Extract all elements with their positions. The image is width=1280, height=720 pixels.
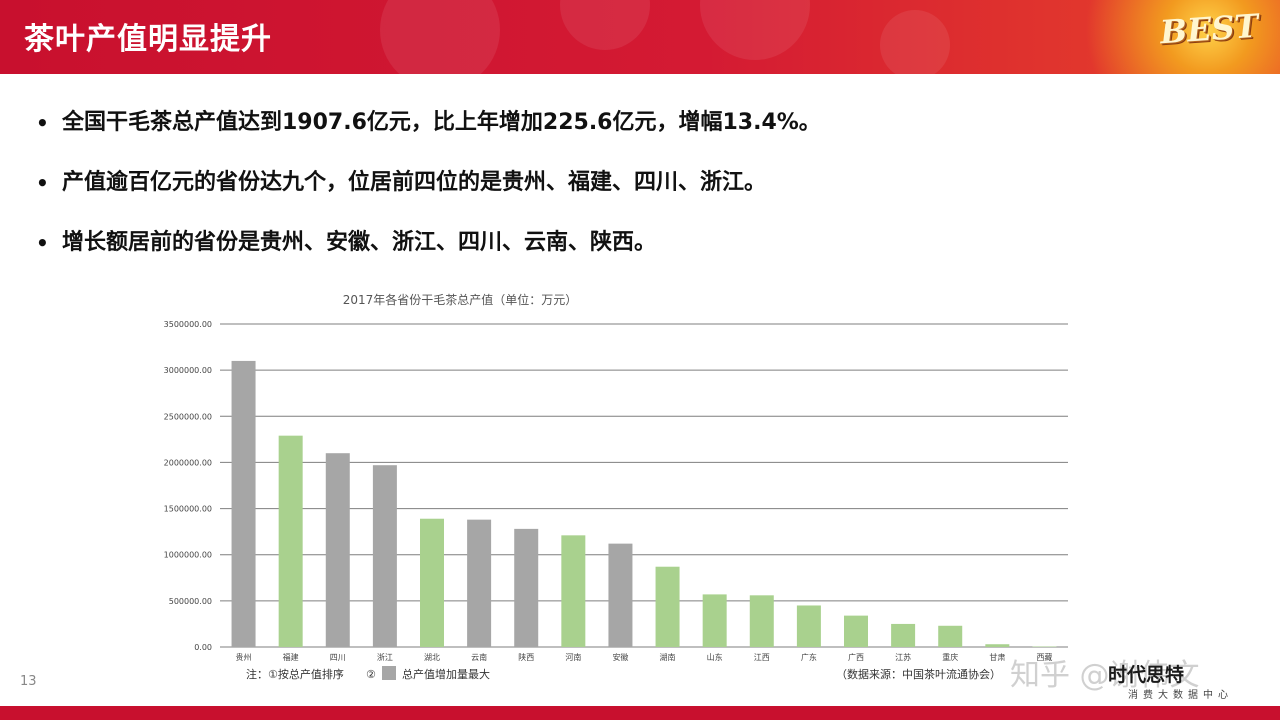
page-title: 茶叶产值明显提升 bbox=[24, 22, 272, 57]
x-tick-label: 广东 bbox=[801, 652, 817, 662]
x-tick-label: 安徽 bbox=[612, 652, 628, 662]
chart-note-number: ② bbox=[366, 668, 376, 681]
brand-subtitle: 消费大数据中心 bbox=[1128, 690, 1233, 701]
bullet-list: • 全国干毛茶总产值达到1907.6亿元，比上年增加225.6亿元，增幅13.4… bbox=[36, 108, 821, 288]
page-number: 13 bbox=[20, 674, 37, 689]
y-tick-label: 1500000.00 bbox=[164, 505, 212, 514]
y-tick-label: 500000.00 bbox=[169, 597, 212, 606]
bar bbox=[608, 543, 633, 647]
x-tick-label: 湖北 bbox=[424, 653, 440, 662]
x-tick-label: 湖南 bbox=[660, 652, 676, 662]
x-tick-label: 重庆 bbox=[942, 652, 958, 662]
chart-source: （数据来源：中国茶叶流通协会） bbox=[836, 667, 1001, 681]
x-tick-label: 广西 bbox=[848, 652, 864, 662]
bar bbox=[561, 535, 586, 647]
bar bbox=[702, 594, 727, 647]
x-tick-label: 四川 bbox=[330, 653, 346, 662]
bullet-text: 全国干毛茶总产值达到1907.6亿元，比上年增加225.6亿元，增幅13.4%。 bbox=[62, 110, 821, 135]
y-tick-label: 2500000.00 bbox=[164, 412, 212, 421]
chart-note: 注：①按总产值排序 bbox=[246, 667, 344, 681]
chart-title: 2017年各省份干毛茶总产值（单位：万元） bbox=[343, 292, 578, 307]
y-tick-label: 2000000.00 bbox=[164, 458, 212, 467]
x-tick-label: 江西 bbox=[754, 653, 770, 662]
x-tick-label: 贵州 bbox=[236, 652, 252, 662]
bar bbox=[655, 566, 680, 647]
x-tick-label: 河南 bbox=[565, 652, 581, 662]
x-tick-label: 江苏 bbox=[895, 652, 911, 662]
bar bbox=[1032, 646, 1057, 648]
best-logo: BEST bbox=[1158, 6, 1260, 52]
watermark: 知乎 @谢伟文 bbox=[1010, 658, 1200, 693]
bar bbox=[325, 453, 350, 647]
bar bbox=[985, 644, 1010, 647]
bar bbox=[844, 615, 868, 647]
bar-chart: 2017年各省份干毛茶总产值（单位：万元） 0.00 500000.00 100000… bbox=[150, 280, 1070, 690]
bar bbox=[891, 623, 916, 647]
bar bbox=[514, 528, 539, 647]
bar bbox=[938, 625, 963, 647]
header-bar: 茶叶产值明显提升 BEST bbox=[0, 0, 1280, 74]
brand-name: 时代思特 bbox=[1108, 664, 1185, 686]
footer-bar bbox=[0, 706, 1280, 720]
bar-chart-svg: 2017年各省份干毛茶总产值（单位：万元） 0.00 500000.00 100000… bbox=[164, 292, 1068, 681]
bar bbox=[420, 518, 444, 647]
bullet-item: • 全国干毛茶总产值达到1907.6亿元，比上年增加225.6亿元，增幅13.4… bbox=[36, 108, 821, 168]
bar bbox=[749, 595, 774, 647]
y-tick-label: 3500000.00 bbox=[164, 320, 212, 329]
y-tick-label: 0.00 bbox=[194, 643, 212, 652]
bullet-text: 产值逾百亿元的省份达九个，位居前四位的是贵州、福建、四川、浙江。 bbox=[62, 170, 767, 195]
bullet-text: 增长额居前的省份是贵州、安徽、浙江、四川、云南、陕西。 bbox=[62, 230, 657, 255]
x-tick-label: 浙江 bbox=[377, 652, 393, 662]
bullet-dot-icon: • bbox=[36, 231, 49, 255]
legend-swatch bbox=[382, 666, 396, 680]
bullet-item: • 产值逾百亿元的省份达九个，位居前四位的是贵州、福建、四川、浙江。 bbox=[36, 168, 821, 228]
x-tick-label: 云南 bbox=[471, 652, 487, 662]
x-tick-label: 山东 bbox=[707, 652, 723, 662]
bullet-item: • 增长额居前的省份是贵州、安徽、浙江、四川、云南、陕西。 bbox=[36, 228, 821, 288]
legend-label: 总产值增加量最大 bbox=[402, 667, 490, 681]
bullet-dot-icon: • bbox=[36, 171, 49, 195]
bar bbox=[796, 605, 821, 647]
bullet-dot-icon: • bbox=[36, 111, 49, 135]
y-tick-label: 1000000.00 bbox=[164, 551, 212, 560]
bar bbox=[372, 465, 397, 647]
bar bbox=[467, 519, 492, 647]
x-tick-label: 甘肃 bbox=[989, 652, 1005, 662]
x-tick-label: 陕西 bbox=[518, 652, 534, 662]
y-tick-label: 3000000.00 bbox=[164, 366, 212, 375]
x-tick-label: 福建 bbox=[283, 652, 299, 662]
bar bbox=[231, 360, 256, 647]
bar bbox=[278, 435, 303, 647]
x-tick-label: 西藏 bbox=[1036, 652, 1052, 662]
